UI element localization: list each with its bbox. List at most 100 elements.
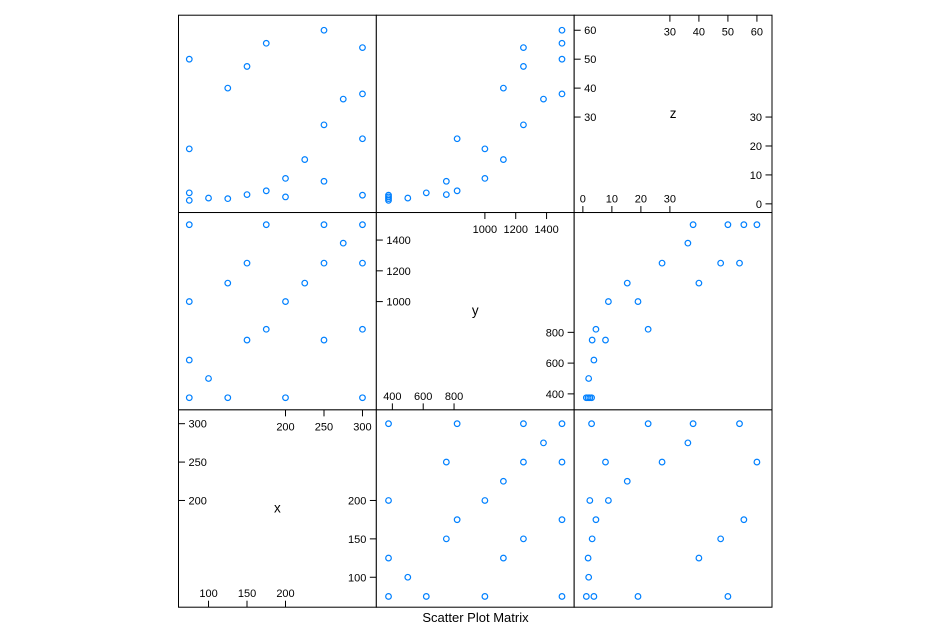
tick-label: 200 bbox=[348, 495, 366, 507]
data-point bbox=[385, 191, 392, 199]
data-point bbox=[339, 95, 347, 103]
data-point bbox=[185, 356, 193, 364]
data-point bbox=[604, 298, 612, 305]
splom-panel-x-vs-y bbox=[375, 409, 575, 608]
data-point bbox=[499, 156, 507, 163]
chart-title: Scatter Plot Matrix bbox=[422, 610, 529, 625]
data-point bbox=[359, 325, 366, 333]
data-point bbox=[558, 90, 566, 98]
tick-label: 600 bbox=[414, 391, 432, 403]
tick-label: 50 bbox=[722, 27, 734, 39]
data-point bbox=[585, 573, 593, 581]
tick-label: 300 bbox=[353, 421, 371, 433]
data-point bbox=[243, 63, 251, 70]
data-point bbox=[385, 497, 392, 504]
data-point bbox=[689, 420, 697, 428]
data-point bbox=[339, 239, 347, 247]
data-point bbox=[185, 394, 193, 402]
data-point bbox=[320, 121, 328, 129]
variable-label-x: x bbox=[274, 501, 281, 516]
tick-label: 40 bbox=[584, 83, 596, 95]
splom-diagonal-panel-y bbox=[375, 212, 575, 411]
data-point bbox=[453, 135, 461, 143]
data-point bbox=[644, 325, 652, 333]
data-point bbox=[558, 39, 566, 47]
data-point bbox=[582, 593, 590, 600]
data-point bbox=[604, 497, 612, 504]
data-point bbox=[558, 420, 566, 428]
data-point bbox=[602, 458, 609, 466]
tick-label: 200 bbox=[276, 421, 294, 433]
data-point bbox=[724, 221, 732, 229]
data-point bbox=[205, 375, 212, 382]
tick-label: 400 bbox=[383, 391, 401, 403]
data-point bbox=[658, 458, 666, 466]
tick-label: 0 bbox=[580, 194, 586, 206]
data-point bbox=[717, 535, 725, 543]
data-point bbox=[385, 420, 392, 428]
splom-diagonal-panel-z bbox=[573, 14, 773, 214]
tick-label: 300 bbox=[189, 419, 207, 431]
data-point bbox=[422, 593, 430, 600]
tick-label: 1200 bbox=[386, 266, 410, 278]
data-point bbox=[301, 156, 309, 163]
data-point bbox=[282, 394, 289, 402]
data-point bbox=[689, 221, 697, 229]
data-point bbox=[243, 336, 251, 344]
tick-label: 800 bbox=[445, 391, 463, 403]
data-point bbox=[602, 336, 609, 344]
tick-label: 0 bbox=[756, 199, 762, 211]
data-point bbox=[588, 394, 595, 402]
data-point bbox=[499, 554, 507, 562]
splom-panel-x-vs-z bbox=[573, 409, 773, 608]
data-point bbox=[224, 195, 232, 203]
data-point bbox=[320, 221, 328, 229]
tick-label: 1400 bbox=[534, 224, 558, 236]
data-point bbox=[585, 375, 593, 382]
data-point bbox=[558, 458, 566, 466]
data-point bbox=[520, 44, 527, 52]
tick-label: 60 bbox=[751, 27, 763, 39]
data-point bbox=[588, 420, 595, 428]
splom-panel-y-vs-z bbox=[573, 212, 773, 411]
data-point bbox=[740, 516, 748, 524]
data-point bbox=[224, 279, 232, 287]
data-point bbox=[453, 420, 461, 428]
data-point bbox=[558, 55, 566, 63]
data-point bbox=[753, 458, 761, 466]
data-point bbox=[422, 189, 430, 197]
data-point bbox=[588, 535, 596, 543]
data-point bbox=[404, 194, 412, 202]
data-point bbox=[623, 279, 631, 287]
tick-label: 250 bbox=[189, 457, 207, 469]
data-point bbox=[185, 55, 193, 63]
data-point bbox=[540, 439, 547, 447]
data-point bbox=[717, 259, 725, 267]
tick-label: 20 bbox=[750, 141, 762, 153]
data-point bbox=[753, 221, 761, 229]
tick-label: 250 bbox=[315, 421, 333, 433]
data-point bbox=[592, 516, 600, 524]
data-point bbox=[584, 554, 592, 562]
data-point bbox=[558, 516, 566, 524]
data-point bbox=[520, 420, 527, 428]
variable-label-z: z bbox=[670, 106, 677, 121]
tick-label: 30 bbox=[664, 194, 676, 206]
data-point bbox=[453, 187, 461, 195]
tick-label: 1400 bbox=[386, 235, 410, 247]
tick-label: 10 bbox=[606, 194, 618, 206]
data-point bbox=[558, 26, 566, 34]
data-point bbox=[320, 177, 328, 185]
data-point bbox=[453, 516, 461, 524]
data-point bbox=[359, 44, 366, 52]
data-point bbox=[282, 174, 289, 182]
data-point bbox=[736, 259, 743, 267]
data-point bbox=[644, 420, 652, 428]
tick-label: 60 bbox=[584, 25, 596, 37]
splom-panel-z-vs-y bbox=[375, 14, 575, 214]
data-point bbox=[320, 336, 328, 344]
data-point bbox=[481, 497, 489, 504]
splom-diagonal-panel-x bbox=[178, 409, 377, 608]
